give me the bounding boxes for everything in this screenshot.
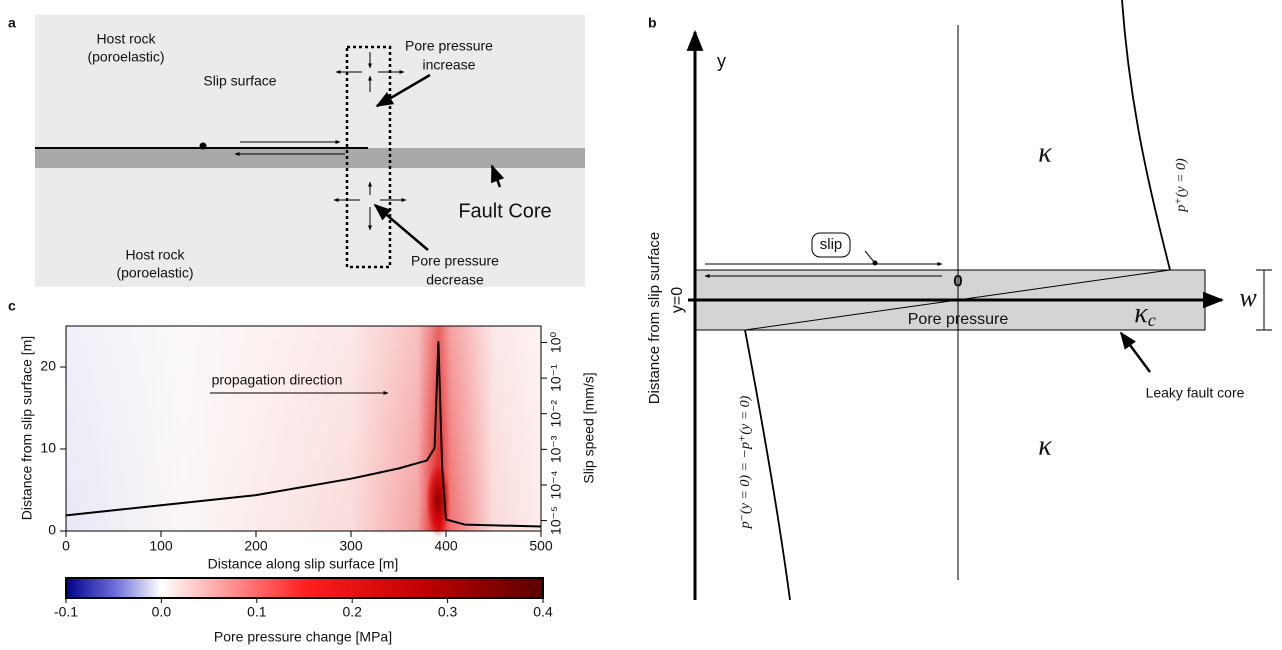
dotted-box bbox=[345, 45, 392, 269]
pointer bbox=[373, 203, 429, 251]
label: Fault Core bbox=[458, 200, 551, 222]
label: Pore pressure bbox=[405, 38, 493, 54]
label: Slip surface bbox=[203, 73, 276, 89]
pressure-line bbox=[744, 269, 1171, 331]
colorbar-tick-label: 0.3 bbox=[438, 604, 458, 620]
label: decrease bbox=[426, 272, 484, 288]
colorbar-tick-label: 0.0 bbox=[152, 604, 172, 620]
label: κc bbox=[1134, 298, 1155, 330]
label: Distance from slip surface bbox=[646, 232, 663, 405]
label: w bbox=[1239, 283, 1257, 312]
label: increase bbox=[423, 57, 476, 73]
pressure-curve bbox=[1121, 0, 1171, 271]
heatmap-peak bbox=[426, 462, 450, 538]
heatmap-fade bbox=[66, 326, 541, 531]
colorbar-tick-label: 0.1 bbox=[247, 604, 267, 620]
x-tick-label: 500 bbox=[529, 538, 553, 554]
x-label: Distance along slip surface [m] bbox=[208, 556, 399, 572]
label: (poroelastic) bbox=[116, 265, 193, 281]
x-tick-label: 300 bbox=[339, 538, 363, 554]
y-tick-label: 10 bbox=[40, 440, 56, 456]
label: p⁻(y = 0) = −p⁺(y = 0) bbox=[738, 395, 753, 529]
dot bbox=[199, 142, 207, 150]
x-tick-label: 400 bbox=[434, 538, 458, 554]
panel-a: a Host rock (poroelastic) Slip surface P… bbox=[8, 15, 585, 288]
label: c bbox=[1148, 310, 1156, 330]
label: (poroelastic) bbox=[87, 49, 164, 65]
bracket bbox=[1256, 269, 1272, 331]
pointer bbox=[1119, 331, 1152, 373]
pointer bbox=[490, 164, 505, 188]
y2-tick-label: 10⁻¹ bbox=[548, 364, 564, 392]
colorbar-tick-label: -0.1 bbox=[54, 604, 78, 620]
panel-label: b bbox=[648, 15, 657, 31]
colorbar bbox=[65, 577, 544, 599]
y2-tick-label: 10⁻³ bbox=[548, 435, 564, 463]
x-tick-label: 0 bbox=[62, 538, 70, 554]
fault-core bbox=[35, 148, 585, 168]
y-tick-label: 0 bbox=[48, 522, 56, 538]
y2-tick-label: 10⁻⁴ bbox=[548, 470, 564, 499]
plot-frame bbox=[65, 325, 542, 532]
pointer bbox=[375, 73, 431, 108]
annotation: propagation direction bbox=[212, 372, 343, 388]
slip-box bbox=[811, 232, 851, 258]
label: slip bbox=[820, 236, 843, 253]
y2-label: Slip speed [mm/s] bbox=[581, 372, 597, 483]
y2-tick-label: 10⁻² bbox=[548, 400, 564, 428]
label: κ bbox=[1134, 298, 1148, 329]
label: Host rock bbox=[96, 31, 156, 47]
label: Leaky fault core bbox=[1146, 385, 1245, 401]
colorbar-tick-label: 0.4 bbox=[533, 604, 553, 620]
panel-label: c bbox=[8, 298, 16, 314]
label: Host rock bbox=[125, 247, 185, 263]
label: y bbox=[717, 51, 726, 71]
label: κ bbox=[1038, 430, 1052, 461]
label: 0 bbox=[953, 271, 962, 290]
panel-label: a bbox=[8, 15, 16, 31]
stress-arrows bbox=[333, 52, 407, 231]
label: y=0 bbox=[669, 287, 686, 313]
y2-tick-label: 10⁻⁵ bbox=[548, 506, 564, 535]
colorbar-label: Pore pressure change [MPa] bbox=[214, 629, 392, 645]
panel-c: c propagation direction Distance from sl… bbox=[8, 298, 597, 645]
label: Pore pressure bbox=[908, 311, 1009, 328]
label: κ bbox=[1038, 137, 1052, 168]
x-tick-label: 100 bbox=[149, 538, 173, 554]
panel-b: b y y=0 0 w κ κ κc Pore pressure slip Le… bbox=[646, 0, 1272, 601]
colorbar-tick-label: 0.2 bbox=[342, 604, 362, 620]
label: p⁺(y = 0) bbox=[1174, 158, 1189, 213]
y2-tick-label: 10⁰ bbox=[548, 331, 564, 353]
dot bbox=[872, 260, 878, 266]
leader bbox=[864, 250, 876, 264]
y-label: Distance from slip surface [m] bbox=[19, 336, 35, 520]
y-tick-label: 20 bbox=[40, 358, 56, 374]
slip-speed-line bbox=[65, 341, 542, 528]
x-tick-label: 200 bbox=[244, 538, 268, 554]
pressure-curve bbox=[744, 329, 791, 601]
label: Pore pressure bbox=[411, 253, 499, 269]
